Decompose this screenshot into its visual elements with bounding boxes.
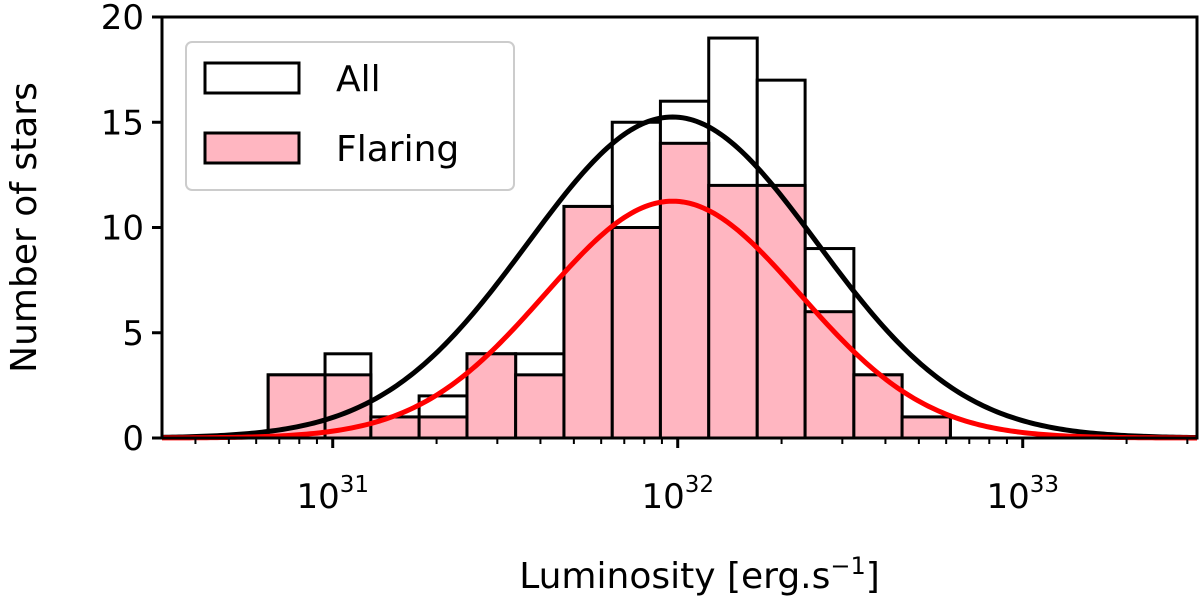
x-tick-label-2: 1033 xyxy=(986,472,1059,517)
y-tick-label-0: 0 xyxy=(122,419,144,459)
y-axis: 0 5 10 15 20 xyxy=(101,0,162,459)
y-tick-label-1: 5 xyxy=(122,314,144,354)
flaring-bar-8 xyxy=(658,141,711,440)
x-tick-label-1: 1032 xyxy=(641,472,714,517)
x-axis-title: Luminosity [erg.s−1] xyxy=(519,552,880,597)
legend-label-flaring: Flaring xyxy=(336,129,459,170)
legend-label-all: All xyxy=(336,59,381,100)
x-tick-label-0: 1031 xyxy=(296,472,369,517)
x-axis-title-main: Luminosity [erg.s xyxy=(519,556,830,597)
x-axis: 1031 1032 1033 xyxy=(194,438,1189,517)
fit-curve-flaring xyxy=(161,198,1198,441)
x-axis-title-exponent: −1 xyxy=(830,552,865,580)
flaring-bar-6 xyxy=(562,204,614,440)
flaring-bar-3 xyxy=(417,415,469,440)
legend-swatch-all xyxy=(203,61,301,95)
legend: All Flaring xyxy=(185,41,515,191)
flaring-bar-10 xyxy=(755,183,807,440)
flaring-bar-11 xyxy=(803,310,856,440)
y-tick-label-4: 20 xyxy=(101,0,144,38)
flaring-bar-13 xyxy=(900,415,952,440)
y-tick-label-3: 15 xyxy=(101,103,144,143)
fit-curve-all xyxy=(161,114,1198,441)
flaring-bar-5 xyxy=(514,373,566,440)
bars-flaring xyxy=(266,141,952,440)
fit-curves xyxy=(161,114,1198,441)
y-tick-label-2: 10 xyxy=(101,209,144,249)
x-axis-title-close: ] xyxy=(866,556,880,597)
flaring-bar-7 xyxy=(610,226,662,440)
y-axis-title: Number of stars xyxy=(4,82,45,373)
legend-swatch-flaring xyxy=(203,131,301,165)
